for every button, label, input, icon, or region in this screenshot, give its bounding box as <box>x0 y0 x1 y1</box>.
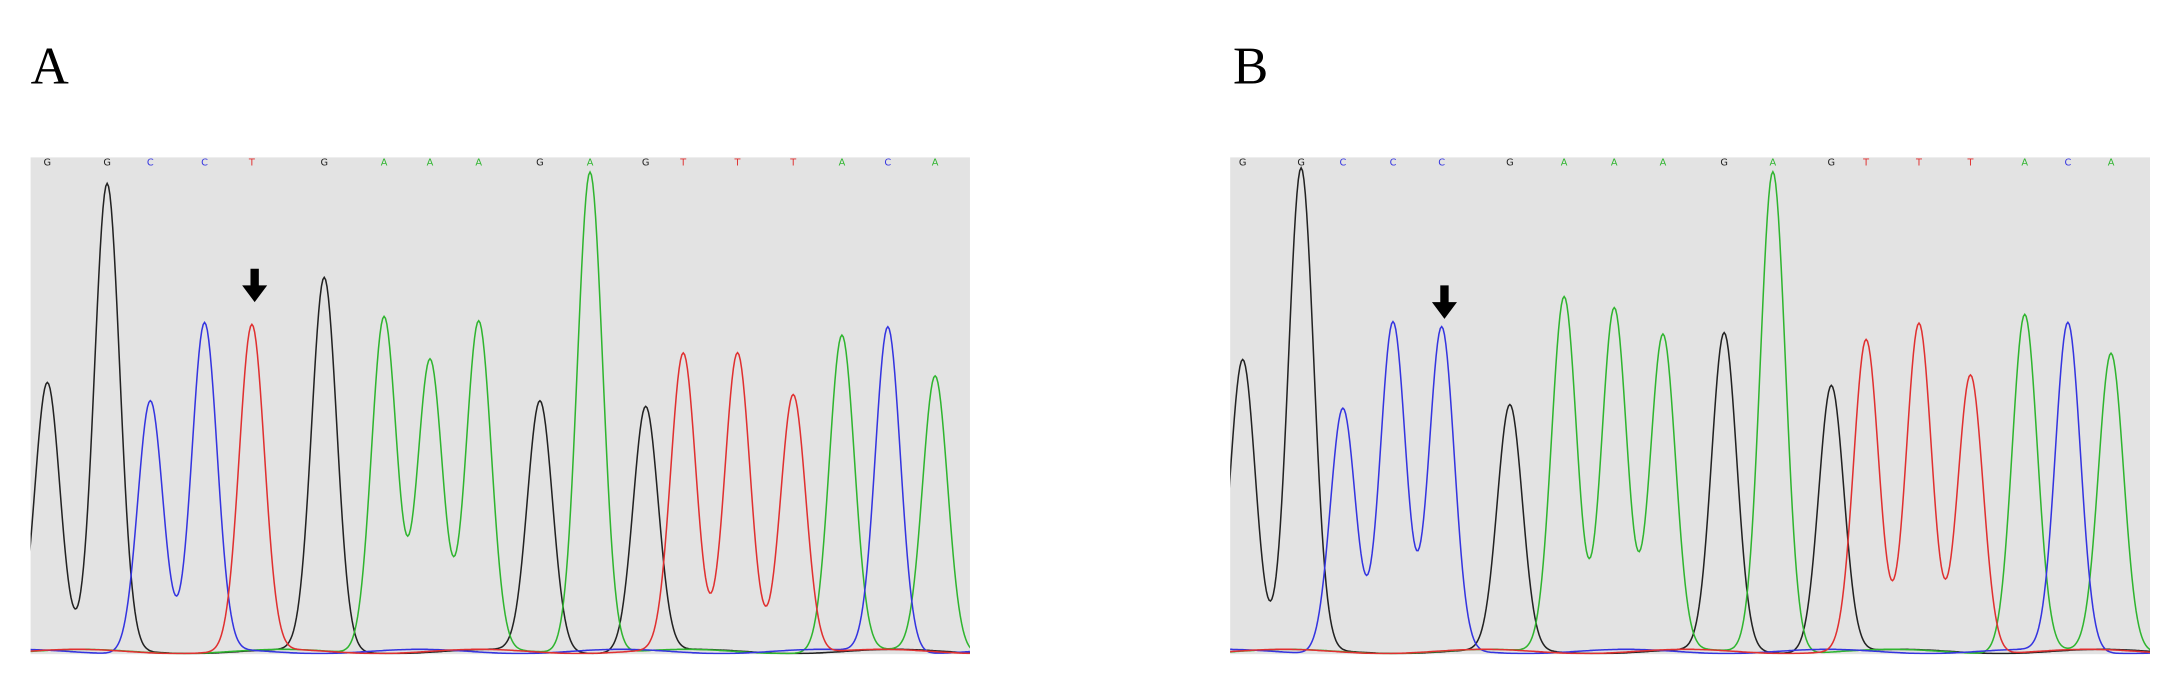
trace <box>1230 320 2150 655</box>
traces <box>30 170 970 655</box>
plot-background <box>1230 157 2150 655</box>
base-call: G <box>1720 158 1728 169</box>
base-call: G <box>103 158 111 169</box>
base-call: T <box>679 158 686 169</box>
base-call: G <box>536 158 544 169</box>
base-call: A <box>2021 158 2028 169</box>
base-call: G <box>1828 158 1836 169</box>
base-call: A <box>1660 158 1667 169</box>
base-call: A <box>587 158 594 169</box>
trace <box>30 321 970 655</box>
base-call: G <box>1506 158 1514 169</box>
base-call: C <box>1339 158 1346 169</box>
base-call: G <box>320 158 328 169</box>
base-call: A <box>1770 158 1777 169</box>
arrow <box>1431 285 1457 319</box>
base-call: A <box>427 158 434 169</box>
base-call: T <box>1915 158 1922 169</box>
base-call: C <box>2064 158 2071 169</box>
base-call: A <box>2108 158 2115 169</box>
chromatogram-panel: B G G C C C G A A A G A G T T T A C A <box>1230 38 2150 655</box>
base-call: T <box>1862 158 1869 169</box>
chromatogram-panel: A G G C C T G A A A G A G T T T A C A <box>30 38 970 655</box>
base-call: T <box>789 158 796 169</box>
base-call: C <box>201 158 208 169</box>
base-call: C <box>147 158 154 169</box>
base-call: A <box>1611 158 1618 169</box>
base-call: T <box>734 158 741 169</box>
trace <box>1230 321 2150 655</box>
base-call: C <box>1438 158 1445 169</box>
base-call: A <box>475 158 482 169</box>
traces <box>1230 166 2150 655</box>
base-call: G <box>1297 158 1305 169</box>
base-call: T <box>1967 158 1974 169</box>
trace <box>30 323 970 655</box>
base-call: G <box>642 158 650 169</box>
base-call: A <box>1561 158 1568 169</box>
base-call: T <box>248 158 255 169</box>
base-call: A <box>381 158 388 169</box>
base-call: G <box>44 158 52 169</box>
base-call: A <box>932 158 939 169</box>
panel-label: A <box>31 38 69 96</box>
base-call: A <box>839 158 846 169</box>
base-call: G <box>1239 158 1247 169</box>
base-call: C <box>1390 158 1397 169</box>
panel-label: B <box>1233 38 1268 96</box>
base-call: C <box>884 158 891 169</box>
